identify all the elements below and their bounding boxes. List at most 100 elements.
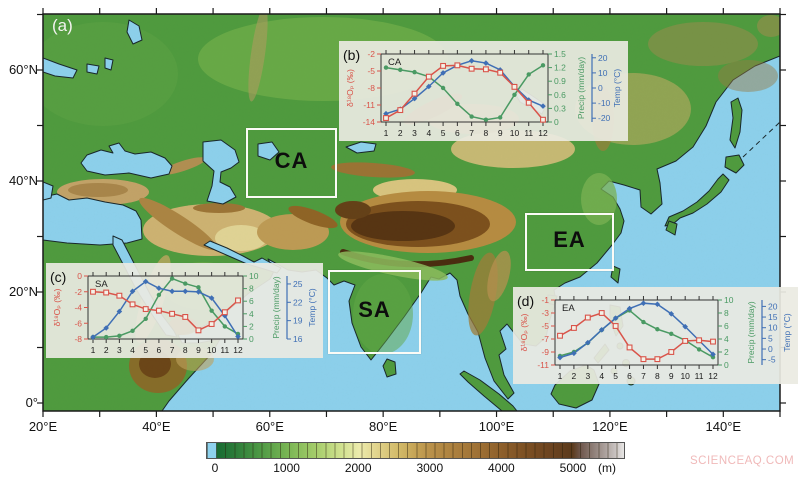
- svg-text:1.5: 1.5: [554, 49, 566, 59]
- y-tick-label: 0°: [25, 395, 38, 410]
- svg-text:0: 0: [724, 360, 729, 370]
- svg-text:0: 0: [554, 117, 559, 127]
- svg-text:Precip (mm/day): Precip (mm/day): [746, 301, 756, 364]
- x-tick-label: 100°E: [478, 419, 515, 434]
- colorbar-tick-label: 5000: [559, 461, 587, 475]
- svg-text:-11: -11: [537, 360, 549, 370]
- x-tick-label: 60°E: [255, 419, 284, 434]
- svg-text:-1: -1: [541, 295, 549, 305]
- svg-text:2: 2: [724, 347, 729, 357]
- svg-text:5: 5: [613, 371, 618, 381]
- svg-text:(c): (c): [50, 269, 66, 285]
- svg-text:-14: -14: [363, 117, 376, 127]
- svg-text:-11: -11: [363, 100, 375, 110]
- colorbar-tick-label: 4000: [488, 461, 515, 475]
- svg-text:8: 8: [183, 345, 188, 355]
- svg-text:-7: -7: [541, 334, 549, 344]
- svg-text:2: 2: [572, 371, 577, 381]
- svg-text:EA: EA: [562, 303, 575, 314]
- svg-text:1.2: 1.2: [554, 63, 566, 73]
- x-tick-label: 20°E: [28, 419, 58, 434]
- svg-text:4: 4: [249, 309, 254, 319]
- svg-text:20: 20: [768, 301, 778, 311]
- colorbar-tick-label: 3000: [416, 461, 444, 475]
- svg-text:Precip (mm/day): Precip (mm/day): [576, 57, 586, 120]
- svg-text:-6: -6: [74, 318, 82, 328]
- svg-text:δ¹⁸Oₚ (‰): δ¹⁸Oₚ (‰): [345, 69, 355, 107]
- svg-text:10: 10: [249, 271, 259, 281]
- x-tick-label: 80°E: [368, 419, 398, 434]
- map-border: [42, 13, 781, 412]
- svg-text:-20: -20: [598, 113, 611, 123]
- colorbar-tick-label: 0: [211, 461, 219, 475]
- svg-text:-4: -4: [74, 303, 82, 313]
- svg-text:-9: -9: [541, 347, 549, 357]
- elevation-colorbar: [206, 442, 625, 459]
- region-box-ea: EA: [525, 213, 614, 271]
- region-box-ca: CA: [246, 128, 337, 198]
- watermark: SCIENCEAQ.COM: [690, 455, 795, 467]
- svg-text:0.9: 0.9: [554, 76, 566, 86]
- svg-text:-3: -3: [541, 308, 549, 318]
- svg-text:22: 22: [293, 297, 303, 307]
- y-tick-label: 20°N: [8, 284, 38, 299]
- svg-text:δ¹⁸Oₚ (‰): δ¹⁸Oₚ (‰): [519, 313, 529, 351]
- colorbar-unit: (m): [598, 461, 616, 475]
- svg-text:7: 7: [469, 128, 474, 138]
- svg-text:7: 7: [170, 345, 175, 355]
- svg-text:4: 4: [130, 345, 135, 355]
- svg-text:6: 6: [627, 371, 632, 381]
- svg-text:2: 2: [104, 345, 109, 355]
- svg-text:-5: -5: [367, 66, 375, 76]
- region-label-sa: SA: [358, 296, 391, 322]
- svg-text:3: 3: [585, 371, 590, 381]
- svg-text:4: 4: [599, 371, 604, 381]
- svg-text:11: 11: [695, 371, 704, 381]
- svg-text:(b): (b): [343, 47, 360, 63]
- svg-text:6: 6: [724, 321, 729, 331]
- svg-text:Temp (°C): Temp (°C): [782, 313, 792, 352]
- svg-text:0: 0: [768, 344, 773, 354]
- svg-text:-10: -10: [598, 98, 611, 108]
- svg-text:25: 25: [293, 279, 303, 289]
- svg-text:SA: SA: [95, 279, 108, 290]
- svg-text:4: 4: [724, 334, 729, 344]
- region-label-ca: CA: [274, 147, 309, 173]
- svg-text:15: 15: [768, 312, 778, 322]
- y-tick-label: 40°N: [8, 173, 38, 188]
- svg-text:19: 19: [293, 316, 303, 326]
- svg-text:0: 0: [598, 83, 603, 93]
- svg-text:7: 7: [641, 371, 646, 381]
- svg-text:2: 2: [249, 321, 254, 331]
- svg-text:10: 10: [724, 295, 734, 305]
- svg-text:0: 0: [77, 271, 82, 281]
- svg-text:8: 8: [249, 284, 254, 294]
- svg-text:Temp (°C): Temp (°C): [307, 288, 317, 327]
- colorbar-gradient: [207, 443, 624, 458]
- svg-text:10: 10: [768, 323, 778, 333]
- svg-text:δ¹⁸Oₚ (‰): δ¹⁸Oₚ (‰): [52, 288, 62, 326]
- svg-text:8: 8: [484, 128, 489, 138]
- colorbar-tick-label: 1000: [273, 461, 300, 475]
- svg-text:12: 12: [538, 128, 548, 138]
- inset-chart-sa: 1 2 3 4 5 6 7 8 9 10 11 12 0 -2 -4 -6 -8 δ¹⁸Oₚ (‰) 0 2 4 6 8 10…: [46, 263, 323, 358]
- svg-text:11: 11: [524, 128, 533, 138]
- x-tick-label: 120°E: [592, 419, 628, 434]
- svg-text:12: 12: [233, 345, 243, 355]
- svg-text:10: 10: [598, 68, 608, 78]
- svg-text:4: 4: [426, 128, 431, 138]
- svg-text:8: 8: [724, 308, 729, 318]
- svg-text:0.6: 0.6: [554, 90, 566, 100]
- svg-text:6: 6: [249, 296, 254, 306]
- svg-text:Precip (mm/day): Precip (mm/day): [271, 276, 281, 339]
- svg-text:10: 10: [680, 371, 690, 381]
- svg-text:10: 10: [207, 345, 217, 355]
- svg-text:11: 11: [220, 345, 229, 355]
- svg-text:0: 0: [249, 334, 254, 344]
- colorbar-tick-label: 2000: [344, 461, 372, 475]
- svg-text:-5: -5: [768, 355, 776, 365]
- svg-text:Temp (°C): Temp (°C): [612, 69, 622, 108]
- y-tick-label: 60°N: [8, 62, 38, 77]
